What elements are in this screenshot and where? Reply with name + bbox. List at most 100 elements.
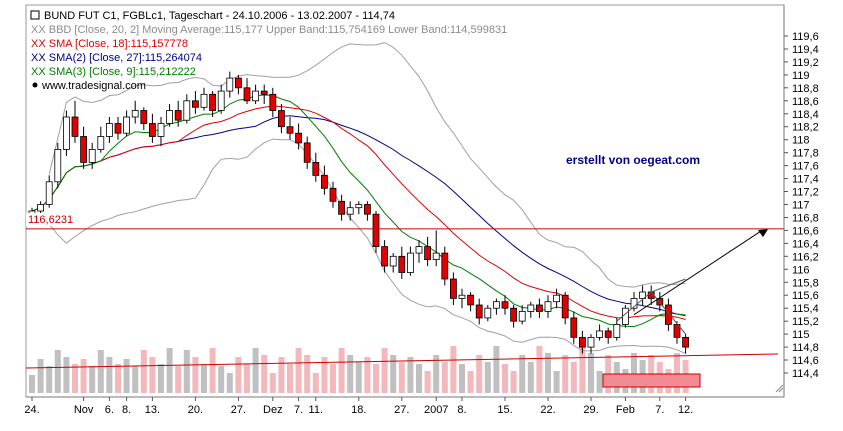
volume-bar: [269, 373, 276, 393]
x-axis: 24. Nov 6. 8. 13. 20. 27. Dez 7. 11. 18. 27. 2007 8. 1…: [24, 396, 784, 416]
title-checkbox-icon[interactable]: [30, 10, 40, 20]
volume-bars: [25, 346, 779, 393]
candle-down: [501, 301, 509, 309]
y-tick-label: 118,4: [792, 109, 819, 121]
volume-bar: [106, 357, 113, 393]
x-tick-label: 6.: [105, 404, 114, 416]
candle-up: [45, 181, 53, 205]
candle-down: [449, 278, 457, 299]
y-tick-label: 116,2: [792, 251, 819, 263]
candle-up: [157, 123, 165, 137]
volume-bar: [450, 346, 457, 393]
y-tick-label: 118,6: [792, 96, 819, 108]
x-tick-label: Dez: [263, 404, 283, 416]
volume-bar: [140, 350, 147, 393]
candle-down: [80, 136, 87, 163]
volume-bar: [441, 362, 448, 393]
y-tick-label: 116,8: [792, 213, 819, 225]
y-tick-label: 114,6: [792, 355, 819, 367]
candle-down: [312, 161, 320, 176]
volume-bar: [80, 359, 87, 393]
volume-bar: [527, 362, 534, 393]
volume-bar: [338, 348, 345, 393]
x-tick-label: 11.: [309, 404, 323, 416]
volume-bar: [97, 350, 104, 393]
volume-bar: [37, 359, 44, 393]
candlesticks: [28, 71, 689, 354]
candle-down: [604, 330, 612, 338]
hline-value-label: 116,6231: [28, 214, 73, 226]
candle-down: [398, 255, 406, 273]
candle-up: [630, 298, 638, 309]
volume-bar: [175, 366, 182, 393]
candle-up: [200, 93, 208, 108]
candle-down: [191, 100, 199, 108]
candle-down: [243, 87, 251, 102]
candle-up: [123, 116, 130, 134]
y-axis: 119,6119,4119,2119118,8118,6118,4118,211…: [783, 5, 819, 397]
candle-down: [424, 246, 432, 261]
candle-up: [217, 90, 225, 111]
x-tick-label: 20.: [188, 404, 203, 416]
x-tick-label: Nov: [74, 404, 94, 416]
moving-average-lines: [31, 94, 686, 328]
y-tick-label: 118,2: [792, 122, 819, 134]
volume-bar: [123, 359, 130, 393]
plot-frame: [25, 4, 785, 398]
resize-grip-icon[interactable]: [775, 384, 784, 393]
candle-up: [166, 110, 174, 124]
candle-down: [114, 123, 122, 134]
candle-up: [518, 310, 526, 322]
y-tick-label: 117,2: [792, 187, 819, 199]
legend-sma27: XX SMA(2) [Close, 27]:115,264074: [31, 52, 202, 64]
volume-bar: [132, 366, 139, 393]
lower-band-line: [48, 138, 686, 355]
volume-bar: [244, 364, 250, 393]
volume-bar: [381, 348, 388, 393]
volume-bar: [46, 366, 53, 393]
candle-up: [131, 110, 139, 118]
volume-bar: [467, 371, 474, 393]
candle-down: [269, 93, 277, 111]
volume-bar: [570, 362, 577, 393]
candle-up: [544, 301, 552, 312]
chart-title: BUND FUT C1, FGBLc1, Tageschart - 24.10.…: [44, 10, 395, 22]
volume-bar: [278, 357, 285, 393]
candle-down: [277, 110, 285, 128]
candle-down: [682, 336, 689, 348]
candle-up: [587, 336, 595, 348]
candle-down: [475, 304, 483, 319]
x-tick-label: 29.: [583, 404, 598, 416]
volume-bar: [115, 364, 121, 393]
candle-up: [346, 207, 354, 215]
volume-bar: [312, 373, 319, 393]
y-tick-label: 119,2: [792, 57, 819, 69]
candle-down: [71, 116, 79, 137]
volume-bar: [407, 357, 414, 393]
volume-bar: [416, 364, 422, 393]
volume-bar: [330, 364, 336, 393]
candle-up: [63, 116, 70, 150]
volume-bar: [631, 353, 637, 393]
candle-down: [338, 200, 346, 215]
volume-bar: [72, 364, 78, 393]
annotations-layer: [26, 228, 784, 335]
volume-bar: [390, 355, 397, 393]
candle-up: [527, 304, 535, 312]
target-arrow-head-icon: [758, 229, 768, 238]
y-tick-label: 117,8: [792, 148, 819, 160]
volume-bar: [347, 355, 354, 393]
y-tick-label: 115,6: [792, 290, 819, 302]
y-tick-label: 119,4: [792, 44, 819, 56]
bollinger-bands: [48, 42, 686, 355]
x-tick-label: 2007: [424, 404, 448, 416]
y-tick-label: 119: [792, 70, 810, 82]
volume-bar: [364, 357, 371, 393]
candle-up: [226, 77, 234, 92]
volume-bar: [502, 364, 508, 393]
y-tick-label: 116,6: [792, 225, 819, 237]
volume-bar: [29, 375, 35, 393]
candle-down: [140, 110, 148, 124]
volume-bar: [261, 355, 268, 393]
